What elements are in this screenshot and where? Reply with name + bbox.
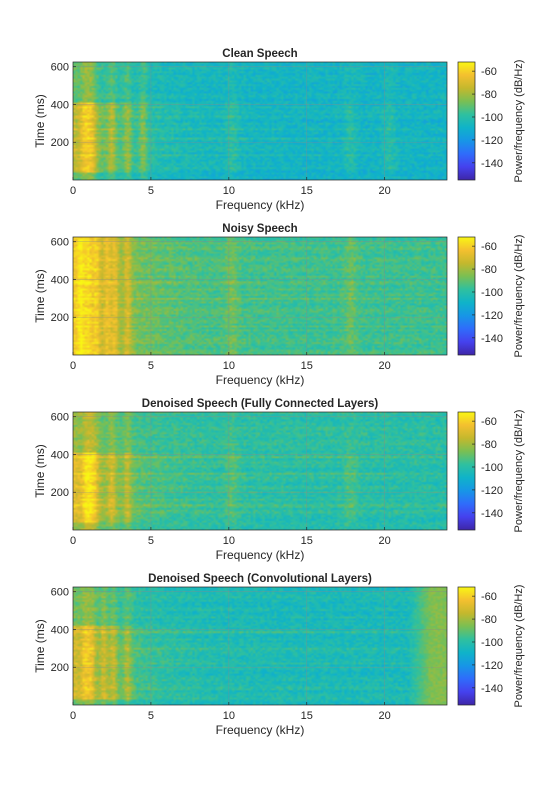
y-tick-label: 400: [51, 99, 69, 111]
chart-title: Noisy Speech: [222, 223, 297, 235]
colorbar: [457, 586, 476, 706]
colorbar-tick-label: -80: [481, 439, 497, 451]
colorbar-tick-label: -140: [481, 683, 503, 695]
colorbar-label: Power/frequency (dB/Hz): [513, 410, 525, 533]
colorbar-tick-label: -100: [481, 462, 503, 474]
spectrogram-image: [73, 237, 447, 355]
y-axis-label: Time (ms): [33, 94, 47, 148]
x-tick-label: 0: [70, 710, 76, 722]
colorbar: [457, 236, 476, 356]
spectrogram-panel-2: 0 5 10 15 20 200 400 600 Noisy Speech Frequency (…: [33, 223, 525, 387]
spectrogram-panel-1: 0 5 10 15 20 200 400 600 Clean Speech Frequency (…: [33, 48, 525, 212]
x-tick-label: 10: [223, 710, 235, 722]
y-tick-label: 600: [51, 62, 69, 74]
colorbar: [457, 411, 476, 531]
colorbar-tick-label: -100: [481, 112, 503, 124]
x-tick-label: 15: [301, 185, 313, 197]
x-axis-label: Frequency (kHz): [216, 373, 305, 387]
colorbar-tick-label: -100: [481, 287, 503, 299]
y-axis-label: Time (ms): [33, 444, 47, 498]
x-tick-label: 15: [301, 710, 313, 722]
colorbar-tick-label: -140: [481, 333, 503, 345]
colorbar-tick-label: -60: [481, 241, 497, 253]
y-tick-label: 400: [51, 274, 69, 286]
x-tick-label: 20: [379, 535, 391, 547]
x-tick-label: 5: [148, 185, 154, 197]
colorbar-tick-label: -120: [481, 135, 503, 147]
y-tick-label: 400: [51, 449, 69, 461]
colorbar-tick-label: -140: [481, 508, 503, 520]
axes-box: [72, 586, 448, 706]
colorbar-tick-label: -80: [481, 614, 497, 626]
x-tick-label: 5: [148, 535, 154, 547]
spectrogram-image: [73, 587, 447, 705]
spectrogram-panel-4: 0 5 10 15 20 200 400 600 Denoised Speech (Convol…: [33, 573, 525, 737]
chart-title: Denoised Speech (Fully Connected Layers): [142, 398, 379, 410]
colorbar-tick-label: -140: [481, 158, 503, 170]
colorbar-tick-label: -120: [481, 485, 503, 497]
colorbar-tick-label: -120: [481, 310, 503, 322]
colorbar-tick-label: -100: [481, 637, 503, 649]
x-tick-label: 15: [301, 360, 313, 372]
colorbar-tick-label: -60: [481, 66, 497, 78]
x-tick-label: 5: [148, 360, 154, 372]
x-tick-label: 20: [379, 185, 391, 197]
x-tick-label: 20: [379, 710, 391, 722]
y-tick-label: 600: [51, 237, 69, 249]
axes-box: [72, 61, 448, 181]
y-tick-label: 200: [51, 137, 69, 149]
colorbar-tick-label: -80: [481, 264, 497, 276]
colorbar-label: Power/frequency (dB/Hz): [513, 60, 525, 183]
y-axis-label: Time (ms): [33, 619, 47, 673]
axes-box: [72, 411, 448, 531]
chart-title: Clean Speech: [222, 48, 297, 60]
y-tick-label: 400: [51, 624, 69, 636]
x-tick-label: 10: [223, 185, 235, 197]
x-axis-label: Frequency (kHz): [216, 723, 305, 737]
y-tick-label: 600: [51, 412, 69, 424]
x-tick-label: 10: [223, 360, 235, 372]
x-tick-label: 5: [148, 710, 154, 722]
y-tick-label: 200: [51, 662, 69, 674]
y-tick-label: 200: [51, 312, 69, 324]
y-tick-label: 600: [51, 587, 69, 599]
y-axis-label: Time (ms): [33, 269, 47, 323]
spectrogram-image: [73, 62, 447, 180]
x-tick-label: 10: [223, 535, 235, 547]
colorbar-tick-label: -120: [481, 660, 503, 672]
colorbar-label: Power/frequency (dB/Hz): [513, 235, 525, 358]
colorbar-label: Power/frequency (dB/Hz): [513, 585, 525, 708]
x-axis-label: Frequency (kHz): [216, 198, 305, 212]
x-axis-label: Frequency (kHz): [216, 548, 305, 562]
y-tick-label: 200: [51, 487, 69, 499]
colorbar: [457, 61, 476, 181]
x-tick-label: 0: [70, 185, 76, 197]
x-tick-label: 20: [379, 360, 391, 372]
colorbar-tick-label: -60: [481, 416, 497, 428]
x-tick-label: 0: [70, 535, 76, 547]
colorbar-tick-label: -60: [481, 591, 497, 603]
spectrogram-image: [73, 412, 447, 530]
colorbar-tick-label: -80: [481, 89, 497, 101]
axes-box: [72, 236, 448, 356]
spectrogram-panel-3: 0 5 10 15 20 200 400 600 Denoised Speech (Fully …: [33, 398, 525, 562]
chart-title: Denoised Speech (Convolutional Layers): [148, 573, 372, 585]
x-tick-label: 0: [70, 360, 76, 372]
x-tick-label: 15: [301, 535, 313, 547]
